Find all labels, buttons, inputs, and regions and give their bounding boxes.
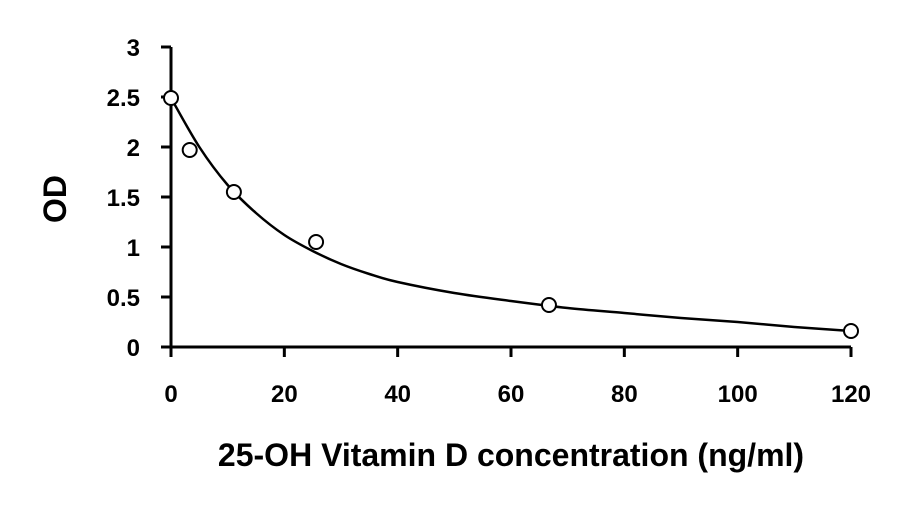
x-tick-label: 20 [271, 381, 298, 408]
x-axis-ticks: 0 20 40 60 80 100 120 [164, 347, 871, 408]
data-point [843, 323, 859, 339]
y-tick-label: 1 [127, 235, 140, 262]
x-tick-label: 40 [384, 381, 411, 408]
data-point [163, 90, 179, 106]
data-point [308, 234, 325, 250]
x-tick-label: 100 [718, 381, 758, 408]
data-points [163, 90, 859, 339]
y-axis-ticks: 0 0.5 1 1.5 2 2.5 3 [107, 35, 171, 362]
x-axis-title: 25-OH Vitamin D concentration (ng/ml) [218, 437, 804, 473]
x-tick-label: 0 [164, 381, 177, 408]
y-axis-title: OD [37, 175, 73, 223]
x-tick-label: 80 [611, 381, 638, 408]
y-tick-label: 0 [127, 335, 140, 362]
data-point [181, 142, 198, 158]
data-point [540, 297, 557, 313]
y-tick-label: 3 [127, 35, 140, 62]
y-tick-label: 2 [127, 135, 140, 162]
data-point [225, 184, 242, 200]
y-tick-label: 2.5 [107, 85, 140, 112]
x-tick-label: 60 [498, 381, 525, 408]
x-tick-label: 120 [831, 381, 871, 408]
y-tick-label: 1.5 [107, 185, 140, 212]
fit-curve [169, 97, 852, 333]
y-tick-label: 0.5 [107, 285, 140, 312]
